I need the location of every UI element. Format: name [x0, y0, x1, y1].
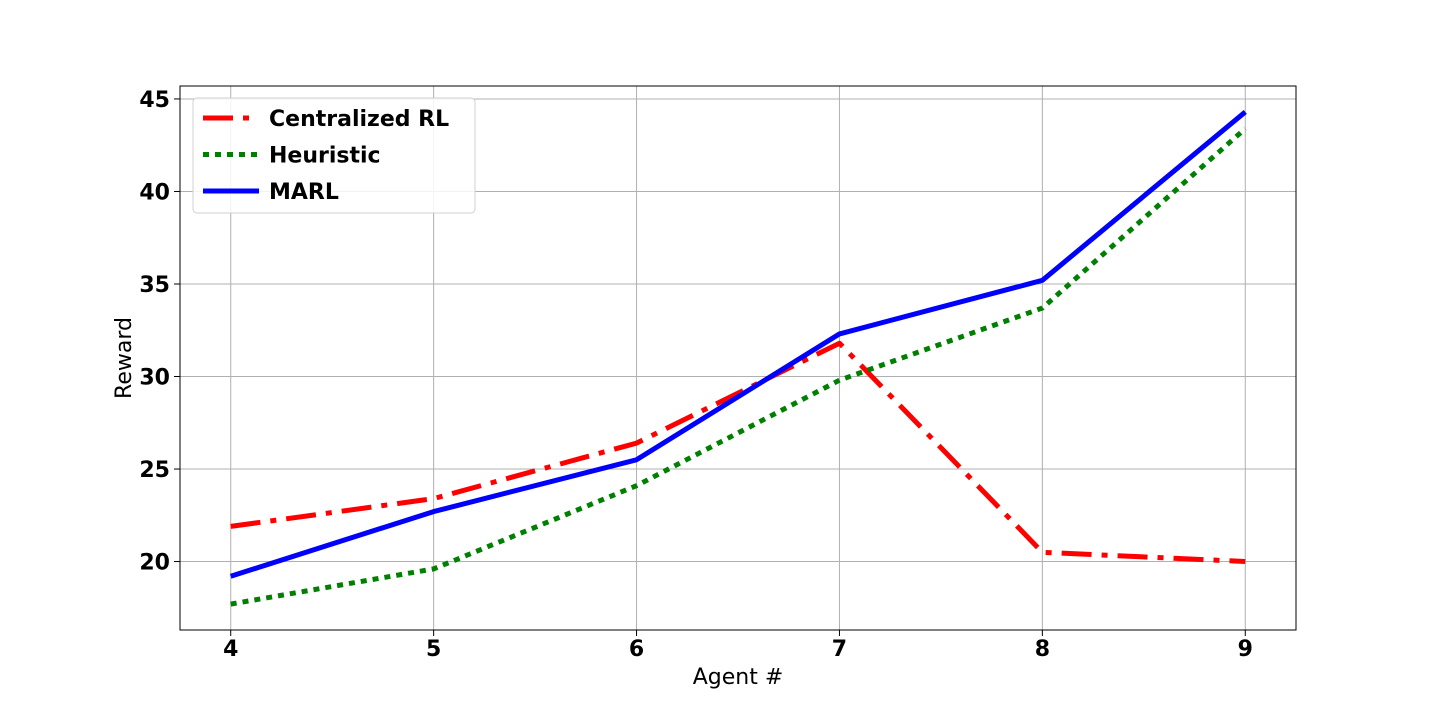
y-tick-label: 45 [139, 88, 170, 113]
series-line-marl [229, 109, 1247, 579]
y-ticks: 20 25 30 35 40 45 [139, 88, 180, 576]
x-tick-label: 9 [1238, 637, 1253, 662]
x-tick-label: 4 [223, 637, 238, 662]
x-tick-label: 7 [832, 637, 847, 662]
x-ticks: 4 5 6 7 8 9 [223, 630, 1253, 662]
legend-box [192, 97, 476, 214]
y-tick-label: 35 [139, 273, 170, 298]
x-tick-label: 5 [426, 637, 441, 662]
y-tick-label: 20 [139, 551, 170, 576]
x-tick-label: 8 [1035, 637, 1050, 662]
plot-frame [179, 85, 1297, 631]
legend-label: MARL [269, 180, 339, 205]
legend-label: Centralized RL [269, 107, 449, 132]
legend: Centralized RL Heuristic MARL [192, 97, 476, 214]
series-line-centralized-rl [230, 340, 1246, 564]
series-lines [229, 109, 1247, 607]
x-axis-label: Agent # [693, 665, 784, 690]
x-tick-label: 6 [629, 637, 644, 662]
y-axis-label: Reward [112, 317, 137, 399]
legend-label: Heuristic [269, 144, 381, 169]
y-tick-label: 30 [139, 366, 170, 391]
y-tick-label: 40 [139, 180, 170, 205]
y-tick-label: 25 [139, 458, 170, 483]
series-line-heuristic [230, 126, 1247, 607]
